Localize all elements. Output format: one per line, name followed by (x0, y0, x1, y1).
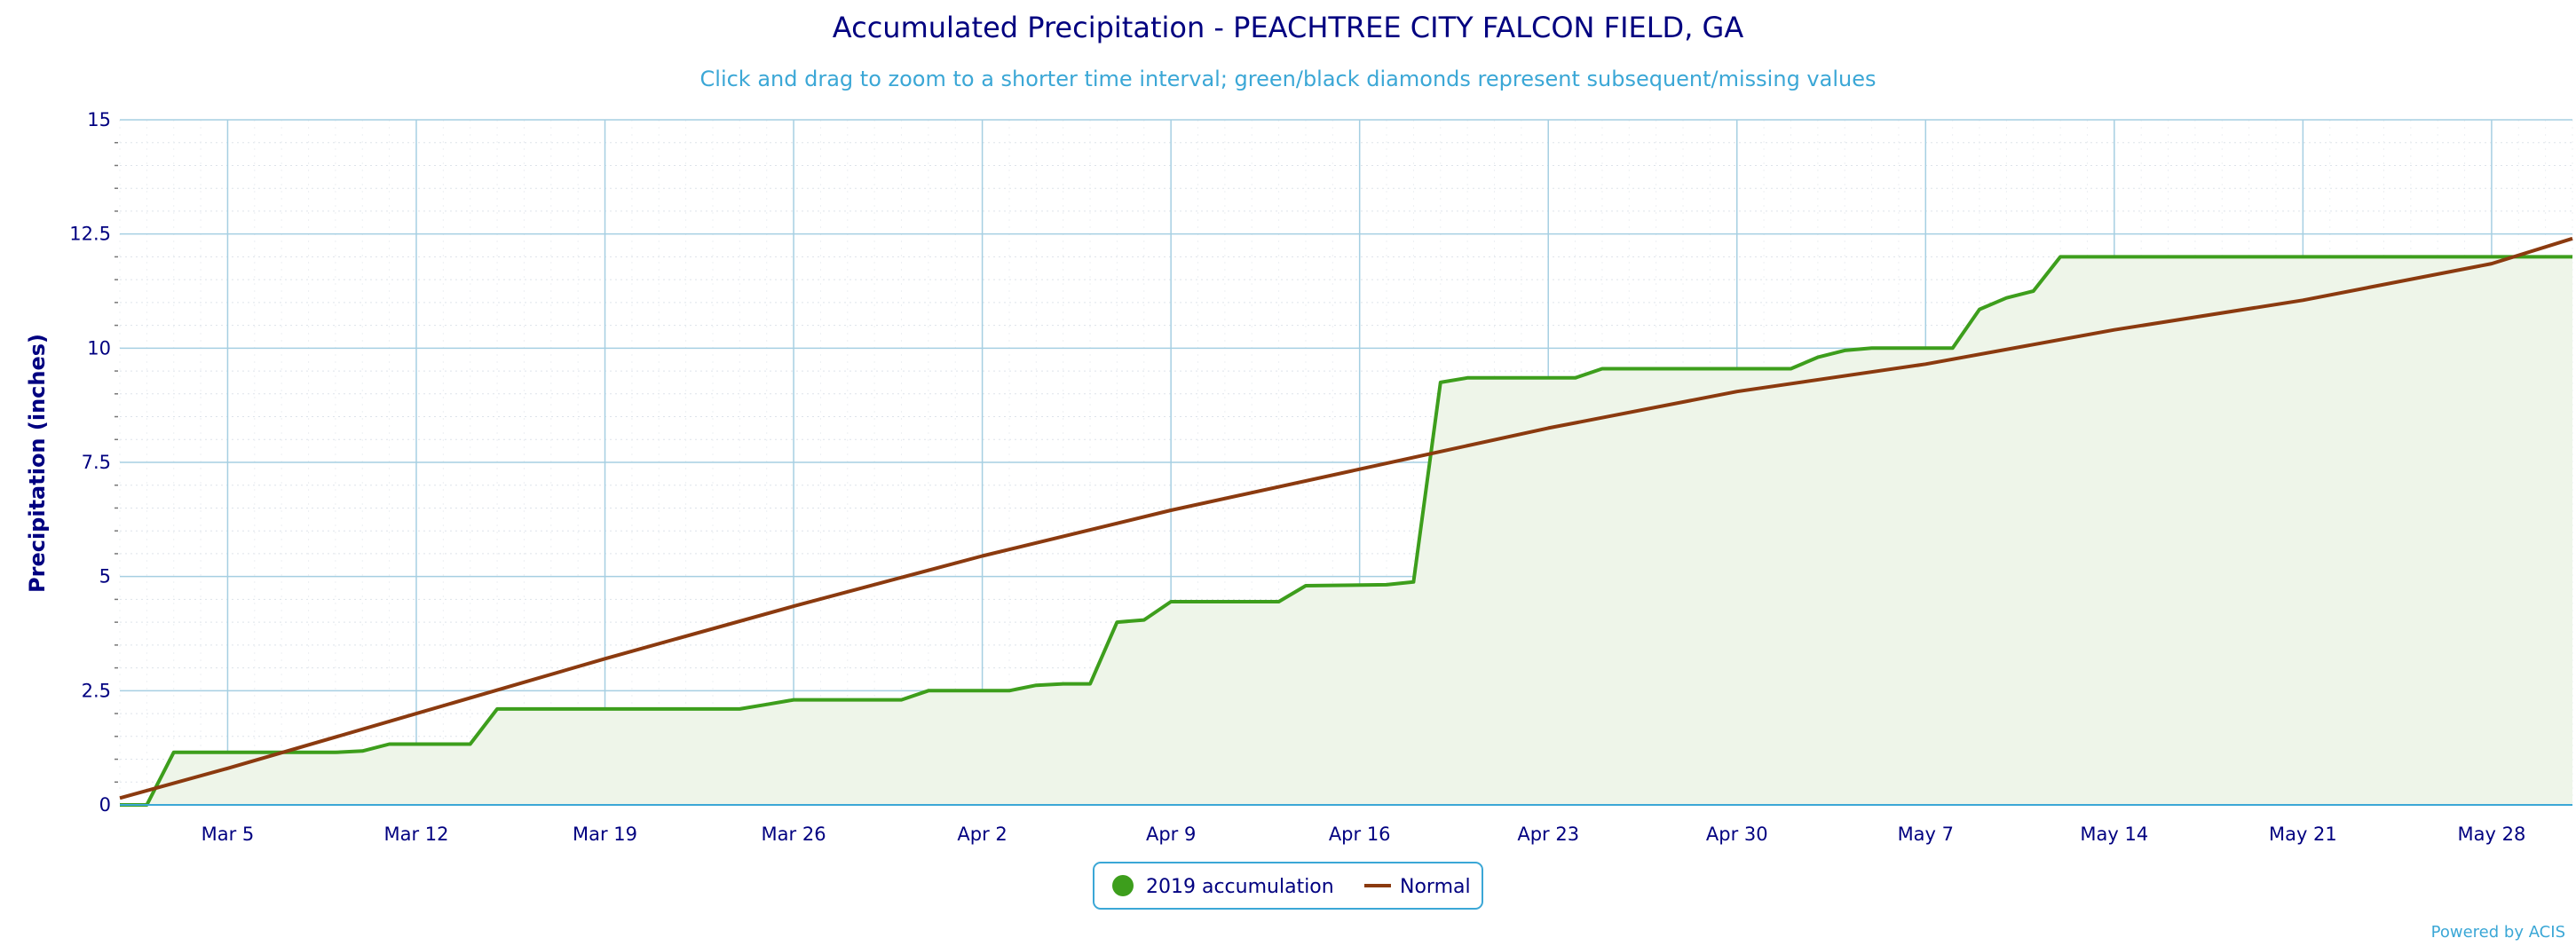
x-tick-label: Apr 16 (1329, 824, 1391, 845)
series-area-layer (120, 256, 2572, 805)
x-tick-label: Mar 12 (383, 824, 448, 845)
chart-subtitle: Click and drag to zoom to a shorter time… (700, 67, 1877, 91)
y-tick-label: 12.5 (69, 224, 111, 245)
x-tick-label: Apr 23 (1517, 824, 1579, 845)
legend-marker-accumulation (1112, 875, 1134, 896)
x-tick-label: Apr 2 (957, 824, 1007, 845)
legend-item-normal[interactable]: Normal (1364, 876, 1471, 898)
legend-item-2019-accumulation[interactable]: 2019 accumulation (1112, 875, 1334, 898)
y-tick-label: 2.5 (82, 680, 111, 701)
y-tick-label: 10 (87, 337, 111, 359)
y-tick-label: 7.5 (82, 452, 111, 473)
x-tick-label: May 14 (2080, 824, 2148, 845)
line-2019-accumulation[interactable] (120, 255, 2572, 807)
x-tick-label: Apr 30 (1706, 824, 1768, 845)
credit-link[interactable]: Powered by ACIS (2431, 923, 2565, 942)
series-line-layer[interactable] (119, 236, 2573, 807)
y-tick-label: 0 (99, 794, 111, 816)
x-tick-label: May 28 (2458, 824, 2526, 845)
y-tick-label: 15 (87, 109, 111, 130)
x-tick-label: Mar 26 (762, 824, 826, 845)
y-axis-label: Precipitation (inches) (25, 334, 50, 593)
y-tick-label: 5 (99, 566, 111, 587)
x-tick-label: May 21 (2269, 824, 2337, 845)
x-tick-label: Mar 19 (573, 824, 637, 845)
legend-box (1093, 862, 1483, 910)
line-normal[interactable] (119, 236, 2573, 800)
legend-label-normal: Normal (1400, 876, 1471, 898)
x-tick-label: Mar 5 (201, 824, 255, 845)
legend-label-accumulation: 2019 accumulation (1146, 876, 1334, 898)
area-2019-accumulation (120, 256, 2572, 805)
x-tick-label: Apr 9 (1146, 824, 1196, 845)
legend[interactable]: 2019 accumulation Normal (1093, 862, 1483, 910)
chart-title: Accumulated Precipitation - PEACHTREE CI… (833, 11, 1744, 44)
axes: 0 2.5 5 7.5 10 12.5 15 Mar 5 Mar 12 Mar 19 Mar 26 A… (69, 109, 2572, 845)
x-tick-label: May 7 (1898, 824, 1954, 845)
